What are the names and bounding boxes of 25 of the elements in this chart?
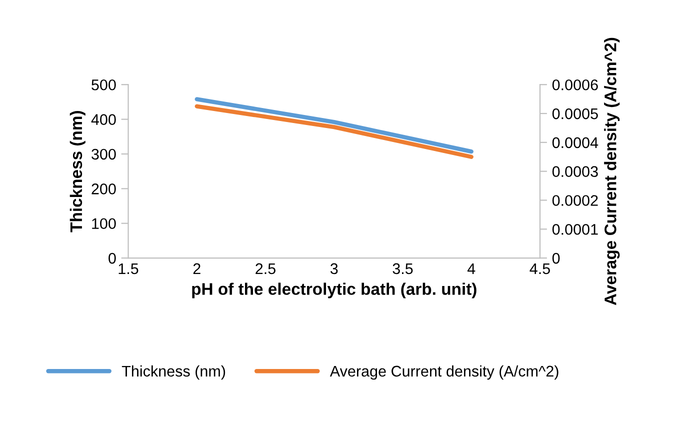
x-tick-label: 4 bbox=[467, 263, 476, 274]
x-tick-label: 1.5 bbox=[118, 263, 138, 274]
y2-axis-title: Average Current density (A/cm^2) bbox=[604, 38, 620, 306]
x-tick-label: 3 bbox=[330, 263, 338, 274]
x-tick-label: 2.5 bbox=[256, 263, 276, 274]
y2-tick-label: 0.0003 bbox=[552, 166, 598, 177]
y-tick-label: 100 bbox=[92, 218, 116, 230]
x-tick-label: 4.5 bbox=[530, 263, 550, 274]
y2-tick-label: 0 bbox=[552, 252, 560, 264]
y-tick-label: 300 bbox=[92, 148, 116, 160]
y-tick-label: 400 bbox=[91, 114, 116, 125]
y-tick-label: 200 bbox=[92, 184, 116, 194]
x-tick-label: 2 bbox=[193, 263, 200, 274]
y-tick-label: 500 bbox=[92, 79, 116, 90]
x-axis-title: pH of the electrolytic bath (arb. unit) bbox=[192, 282, 476, 298]
x-tick-label: 3.5 bbox=[392, 263, 413, 274]
y2-tick-label: 0.0001 bbox=[552, 224, 598, 235]
y-tick-label: 0 bbox=[108, 252, 116, 264]
y2-tick-label: 0.0005 bbox=[552, 108, 598, 120]
y2-tick-label: 0.0006 bbox=[552, 79, 598, 90]
y2-tick-label: 0.0004 bbox=[552, 137, 598, 148]
legend-label: Thickness (nm) bbox=[122, 365, 226, 380]
y-axis-title: Thickness (nm) bbox=[70, 111, 86, 232]
y2-tick-label: 0.0002 bbox=[552, 195, 598, 206]
legend-label: Average Current density (A/cm^2) bbox=[330, 365, 558, 380]
